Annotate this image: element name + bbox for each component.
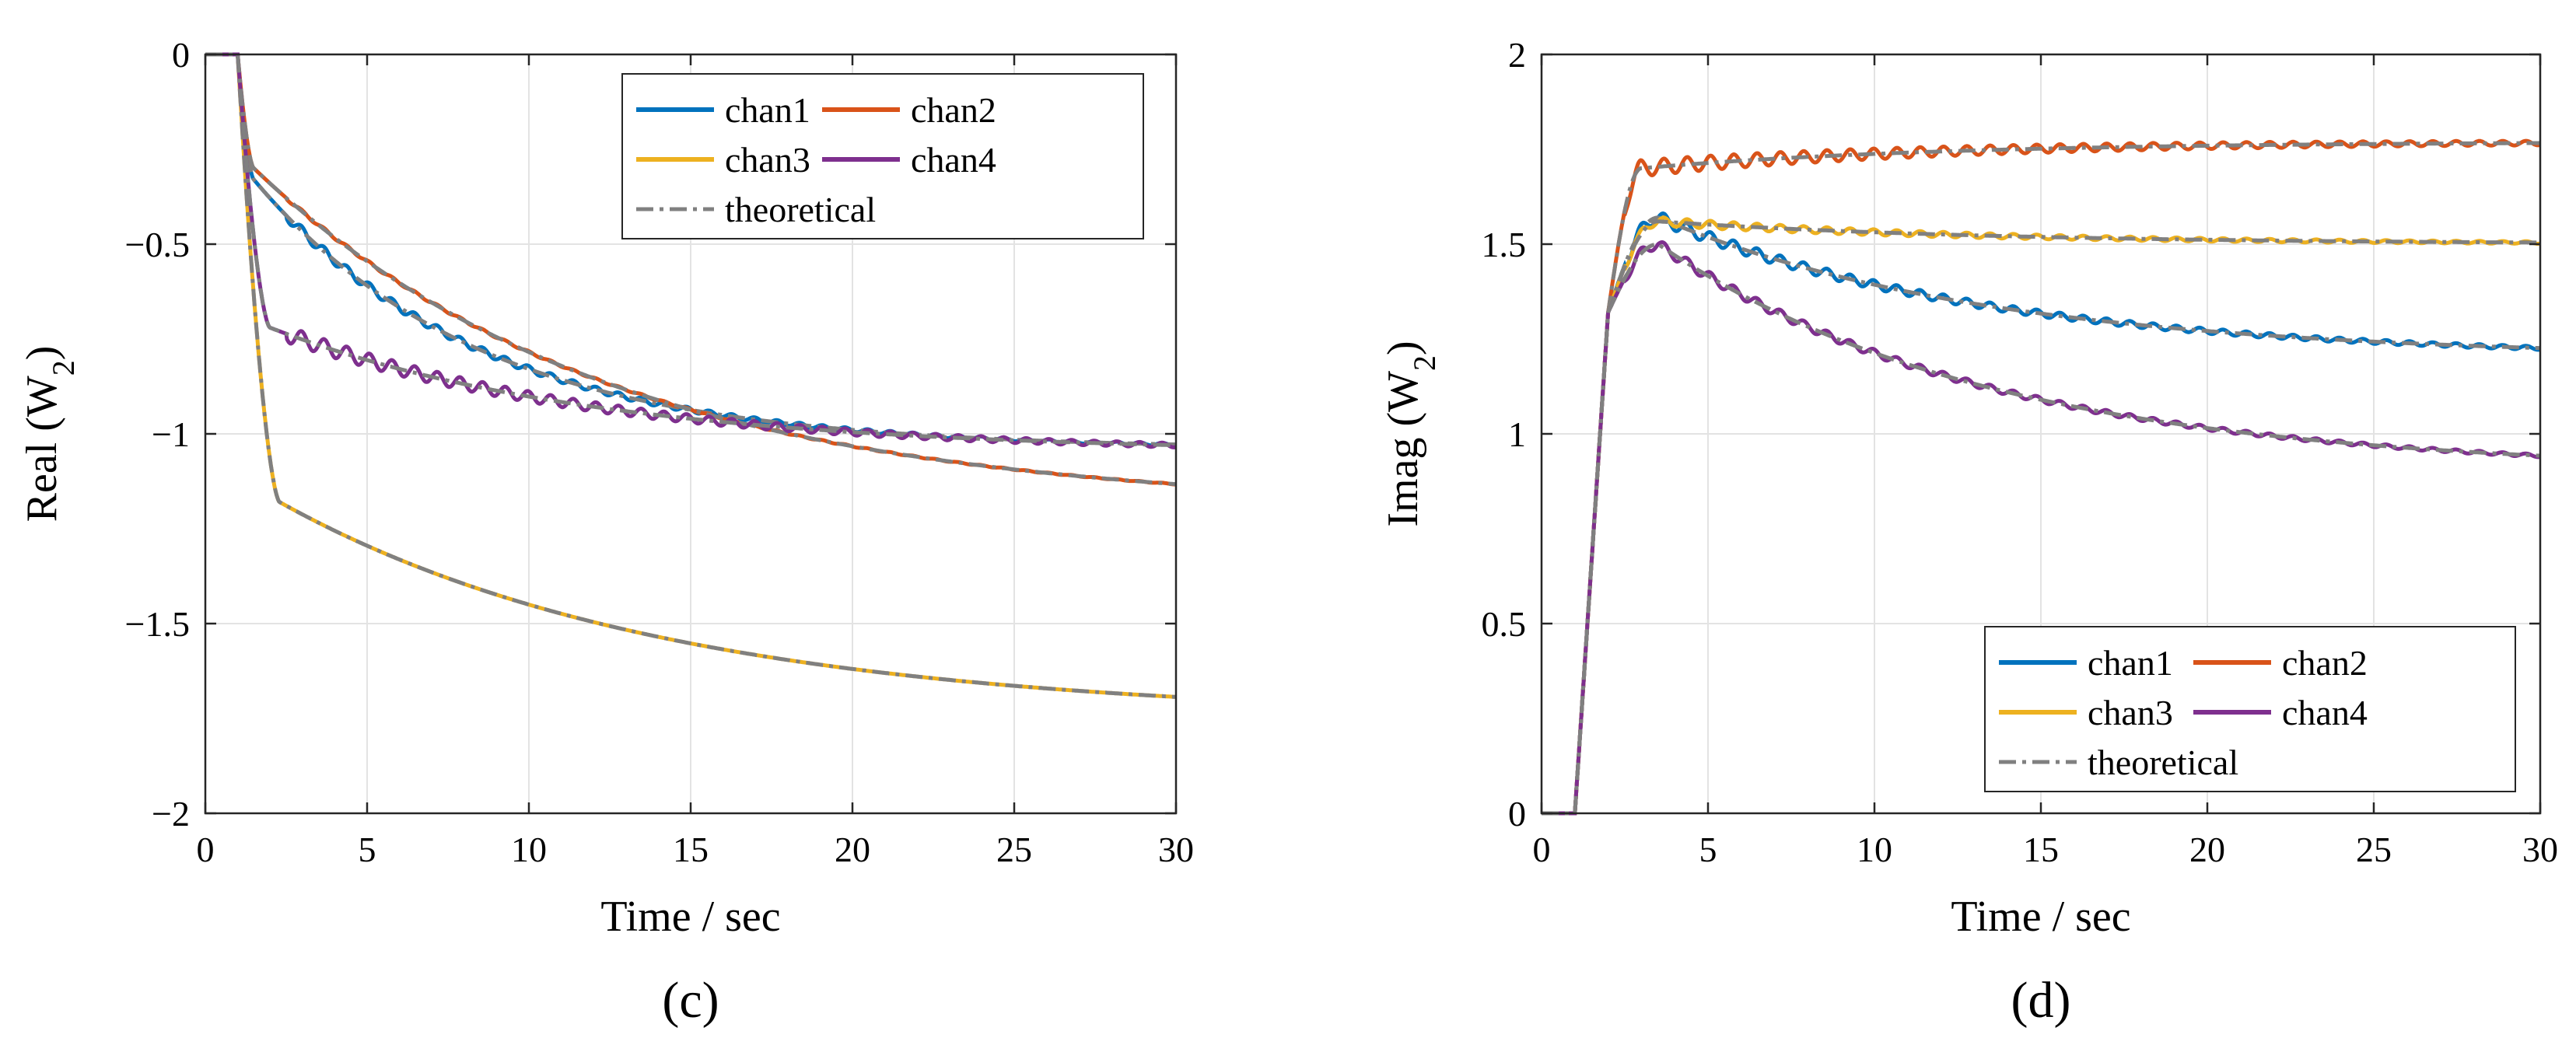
c-x-tick-label: 10 — [511, 830, 547, 869]
d-legend-label-chan4: chan4 — [2282, 693, 2368, 732]
c-line-theoretical-chan2 — [205, 52, 1177, 487]
c-y-tick-label: −0.5 — [125, 225, 190, 264]
d-x-tick-label: 5 — [1699, 830, 1717, 869]
d-tick-marks — [1540, 53, 2542, 815]
c-legend-label-chan4: chan4 — [911, 140, 996, 180]
c-legend-label-chan2: chan2 — [911, 90, 996, 130]
c-line-theoretical-chan4 — [205, 52, 1176, 448]
c-series-lines — [205, 52, 1177, 699]
d-legend-label-chan2: chan2 — [2282, 643, 2368, 683]
d-legend-label-chan1: chan1 — [2088, 643, 2173, 683]
d-y-axis-label: Imag (W2) — [1379, 341, 1442, 526]
c-y-tick-label: −1 — [152, 414, 190, 454]
c-y-tick-labels: 0 −0.5 −1 −1.5 −2 — [125, 35, 190, 834]
panel-c-chart: 0 5 10 15 20 25 30 0 −0.5 −1 −1.5 −2 Time / sec Re… — [18, 35, 1194, 1029]
c-legend-label-chan3: chan3 — [725, 140, 810, 180]
c-legend-box — [621, 73, 1144, 239]
c-x-tick-label: 15 — [673, 830, 709, 869]
d-x-tick-labels: 0 5 10 15 20 25 30 — [1533, 830, 2559, 869]
c-y-tick-label: −2 — [152, 794, 190, 834]
c-legend-label-chan1: chan1 — [725, 90, 810, 130]
c-y-tick-label: 0 — [172, 35, 190, 75]
c-panel-label: (c) — [662, 972, 719, 1029]
d-x-tick-label: 20 — [2189, 830, 2225, 869]
c-x-tick-label: 0 — [197, 830, 215, 869]
d-line-theoretical-chan4 — [1542, 242, 2540, 816]
d-x-axis-label: Time / sec — [1951, 893, 2130, 941]
c-tick-marks — [204, 53, 1178, 815]
c-x-tick-label: 25 — [996, 830, 1032, 869]
d-legend-label-theoretical: theoretical — [2088, 743, 2238, 782]
d-y-tick-label: 0 — [1508, 794, 1526, 834]
c-y-tick-label: −1.5 — [125, 604, 190, 644]
d-x-tick-label: 10 — [1857, 830, 1892, 869]
c-x-axis-label: Time / sec — [600, 893, 780, 941]
c-x-tick-labels: 0 5 10 15 20 25 30 — [197, 830, 1195, 869]
d-y-tick-labels: 0 0.5 1 1.5 2 — [1482, 35, 1527, 834]
d-line-theoretical-chan1 — [1542, 215, 2540, 816]
d-y-tick-label: 2 — [1508, 35, 1526, 75]
d-y-tick-label: 1 — [1508, 414, 1526, 454]
d-panel-label: (d) — [2011, 972, 2071, 1029]
panel-d-chart: 0 5 10 15 20 25 30 0 0.5 1 1.5 2 Time / sec Imag (… — [1379, 35, 2558, 1029]
c-legend: chan1 chan2 chan3 chan4 theoretical — [621, 73, 1144, 239]
d-y-tick-label: 0.5 — [1482, 604, 1527, 644]
d-legend-label-chan3: chan3 — [2088, 693, 2173, 732]
c-line-theoretical-chan1 — [205, 52, 1176, 447]
c-x-tick-label: 20 — [835, 830, 870, 869]
c-legend-label-theoretical: theoretical — [725, 190, 876, 229]
d-legend: chan1 chan2 chan3 chan4 theoretical — [1984, 626, 2516, 792]
d-x-tick-label: 25 — [2356, 830, 2392, 869]
d-line-theoretical-chan2 — [1542, 141, 2540, 816]
d-line-theoretical-chan3 — [1542, 219, 2540, 816]
c-x-tick-label: 30 — [1158, 830, 1194, 869]
d-x-tick-label: 15 — [2023, 830, 2059, 869]
d-y-tick-label: 1.5 — [1482, 225, 1527, 264]
d-x-tick-label: 0 — [1533, 830, 1551, 869]
c-y-axis-label: Real (W2) — [18, 346, 81, 522]
d-legend-box — [1984, 626, 2516, 792]
d-series-lines — [1542, 138, 2541, 816]
d-x-tick-label: 30 — [2522, 830, 2558, 869]
c-x-tick-label: 5 — [359, 830, 376, 869]
c-line-theoretical-chan3 — [205, 52, 1176, 699]
d-line-chan3 — [1542, 215, 2541, 816]
